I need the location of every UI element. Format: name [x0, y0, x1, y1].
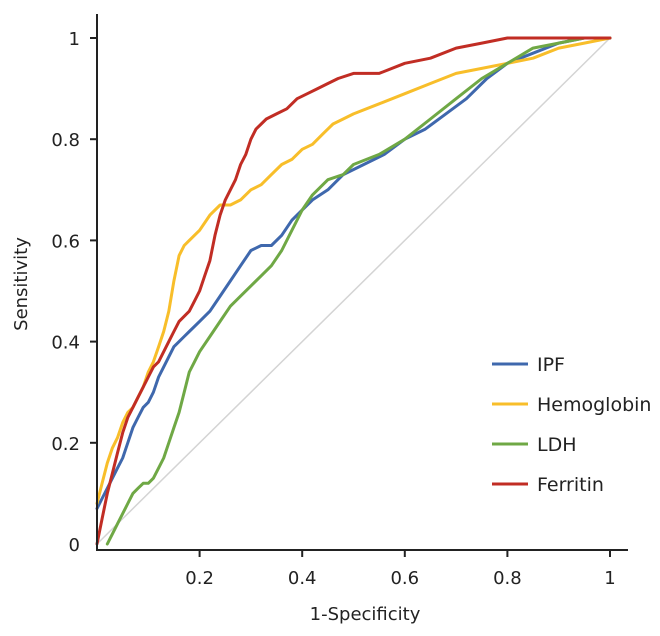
legend: IPF Hemoglobin LDH Ferritin: [492, 354, 651, 496]
series-layer: [95, 36, 612, 546]
y-tick-label: 0.4: [51, 333, 80, 354]
reference-diagonal-line: [96, 37, 611, 545]
reference-layer: [96, 37, 611, 545]
x-tick-label: 0.2: [185, 568, 214, 589]
axes-layer: 0.2 0.4 0.6 0.8 1 0 0.2 0.4 0.6 0.8 1: [51, 14, 628, 589]
y-tick-label: 1: [69, 29, 80, 50]
x-tick-label: 1: [604, 568, 615, 589]
y-axis-title: Sensitivity: [11, 237, 32, 331]
legend-item-ldh: LDH: [492, 434, 577, 456]
x-axis-title: 1-Specificity: [310, 604, 421, 625]
legend-label: IPF: [537, 354, 565, 376]
y-tick-label: 0: [69, 535, 80, 556]
x-tick-label: 0.4: [288, 568, 317, 589]
series-line-ipf: [95, 36, 612, 511]
x-tick-label: 0.6: [390, 568, 419, 589]
legend-item-ferritin: Ferritin: [492, 474, 604, 496]
x-tick-label: 0.8: [493, 568, 522, 589]
legend-label: Hemoglobin: [537, 394, 651, 416]
y-tick-label: 0.8: [51, 130, 80, 151]
legend-item-hemoglobin: Hemoglobin: [492, 394, 651, 416]
y-axis-ticks: 0 0.2 0.4 0.6 0.8 1: [51, 29, 97, 556]
series-line-hemoglobin: [95, 36, 612, 505]
legend-item-ipf: IPF: [492, 354, 565, 376]
series-line-ferritin: [95, 36, 612, 546]
legend-label: Ferritin: [537, 474, 604, 496]
y-tick-label: 0.2: [51, 434, 80, 455]
x-axis-ticks: 0.2 0.4 0.6 0.8 1: [185, 550, 616, 589]
y-tick-label: 0.6: [51, 231, 80, 252]
series-line-ldh: [105, 36, 612, 546]
legend-label: LDH: [537, 434, 577, 456]
